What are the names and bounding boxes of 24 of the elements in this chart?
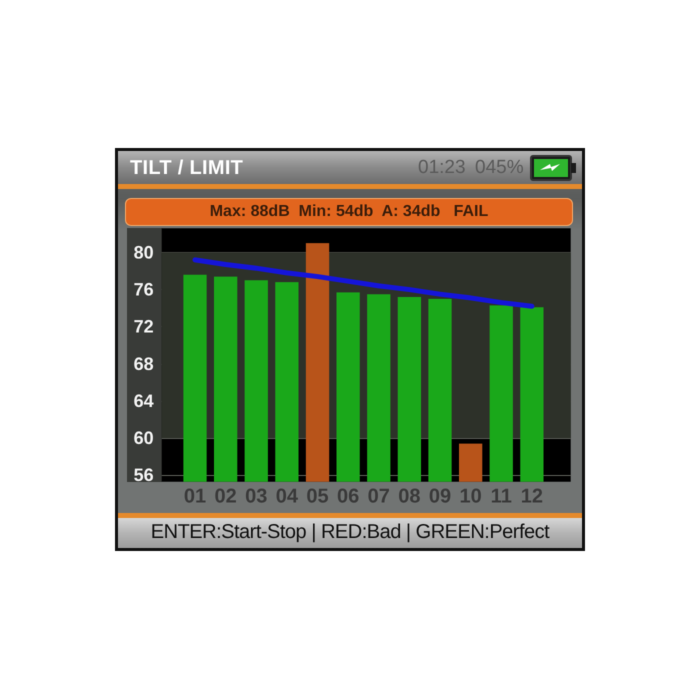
x-tick-label: 02 (214, 486, 237, 508)
x-tick-label: 05 (306, 486, 329, 508)
y-tick-label: 64 (134, 390, 154, 411)
y-tick-label: 68 (134, 354, 154, 374)
x-tick-label: 10 (460, 486, 482, 508)
x-tick-label: 07 (368, 486, 390, 508)
x-tick-label: 12 (520, 486, 544, 508)
y-tick-label: 60 (134, 428, 154, 448)
y-tick-label: 76 (134, 280, 154, 300)
x-tick-label: 04 (276, 486, 299, 508)
x-tick-label: 01 (184, 486, 206, 508)
chart-subtitle: Max: 88dB Min: 54db A: 34db FAIL (208, 202, 490, 222)
text: 01:23 (418, 157, 466, 179)
x-tick-label: 03 (245, 486, 268, 508)
text: ENTER:Start-Stop | RED:Bad | GREEN:Perfect (150, 520, 550, 544)
x-tick-label: 06 (337, 486, 360, 508)
x-tick-label: 09 (428, 486, 452, 508)
x-tick-label: 08 (398, 486, 421, 508)
y-tick-label: 72 (134, 316, 154, 337)
x-tick-label: 11 (490, 486, 512, 508)
y-tick-label: 80 (134, 242, 154, 262)
y-tick-label: 56 (134, 465, 154, 486)
chart-title: TILT / LIMIT (130, 156, 244, 180)
text: 045% (475, 157, 524, 179)
